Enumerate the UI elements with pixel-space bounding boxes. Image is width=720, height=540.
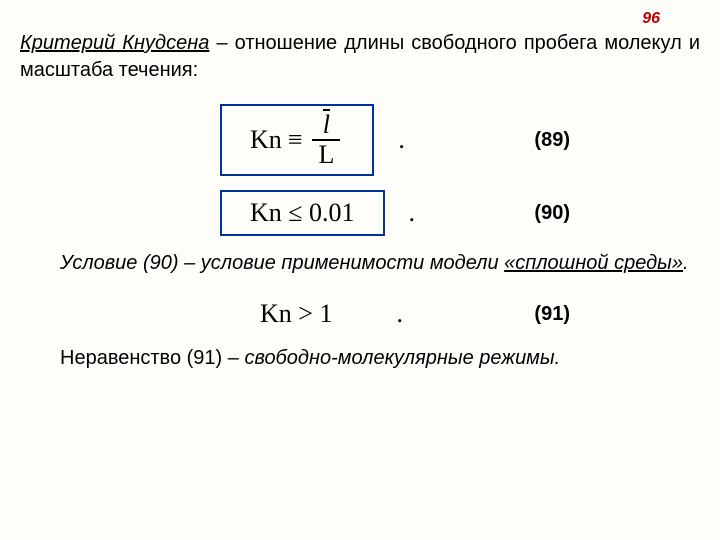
equation-91: Kn > 1: [220, 297, 372, 331]
eq89-period: .: [398, 125, 405, 155]
intro-paragraph: Критерий Кнудсена – отношение длины своб…: [20, 30, 700, 84]
para2-post: .: [683, 252, 689, 274]
eq89-lhs: Kn: [250, 125, 282, 155]
eq89-op: ≡: [288, 125, 303, 155]
slide-page: 96 Критерий Кнудсена – отношение длины с…: [0, 0, 720, 402]
equation-90-box: Kn ≤ 0.01: [220, 190, 385, 236]
para2-pre: Условие (90) – условие применимости моде…: [60, 252, 504, 274]
eq89-label: (89): [534, 129, 700, 152]
term-knudsen: Критерий Кнудсена: [20, 32, 209, 54]
eq90-period: .: [409, 198, 416, 228]
eq89-num-val: l: [323, 110, 330, 139]
eq91-text: Kn > 1: [260, 299, 332, 329]
eq90-text: Kn ≤ 0.01: [250, 198, 355, 228]
equation-89: Kn ≡ l L: [250, 112, 344, 168]
overbar-icon: [323, 109, 330, 111]
eq89-numerator: l: [319, 112, 334, 139]
equation-91-row: Kn > 1 . (91): [20, 297, 700, 331]
eq89-denominator: L: [312, 139, 340, 168]
eq91-label: (91): [534, 303, 700, 326]
inequality-paragraph: Неравенство (91) – свободно-молекулярные…: [20, 345, 700, 372]
equation-90: Kn ≤ 0.01: [250, 198, 355, 228]
para3-pre: Неравенство (91) –: [60, 347, 244, 369]
condition-paragraph: Условие (90) – условие применимости моде…: [20, 250, 700, 277]
eq91-period: .: [396, 299, 403, 329]
para3-italic: свободно-молекулярные режимы.: [244, 347, 560, 369]
para2-underlined: «сплошной среды»: [504, 252, 683, 274]
page-number: 96: [20, 10, 700, 28]
eq90-label: (90): [534, 202, 700, 225]
equation-89-box: Kn ≡ l L: [220, 104, 374, 176]
equation-90-row: Kn ≤ 0.01 . (90): [20, 190, 700, 236]
equation-89-row: Kn ≡ l L . (89): [20, 104, 700, 176]
eq89-fraction: l L: [312, 112, 340, 168]
